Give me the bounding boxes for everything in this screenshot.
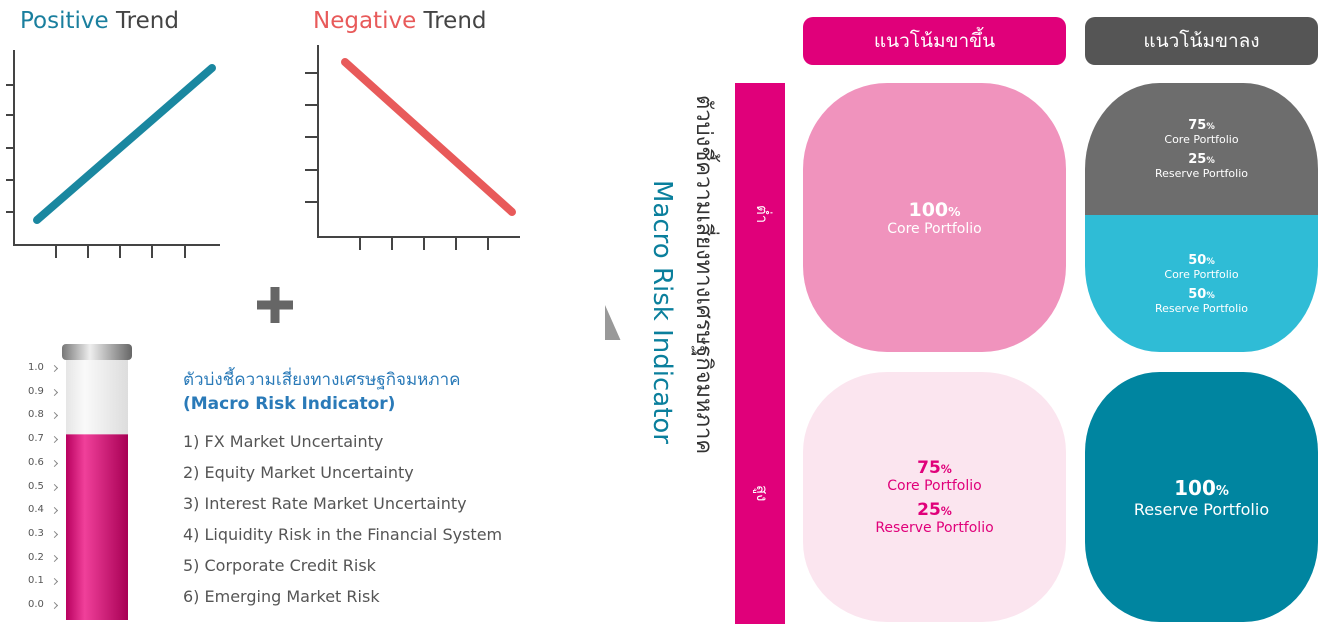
allocation-label: Core Portfolio <box>887 221 981 237</box>
allocation-label: Reserve Portfolio <box>1155 167 1248 180</box>
allocation-label: Reserve Portfolio <box>1155 302 1248 315</box>
percent-unit: % <box>1206 155 1214 165</box>
allocation: 25%Reserve Portfolio <box>1155 152 1248 180</box>
column-header: แนวโน้มขาขึ้น <box>803 17 1066 65</box>
cell-content: 100%Core Portfolio <box>803 83 1066 352</box>
gauge-fill <box>66 434 128 620</box>
percent-number: 75 <box>1188 118 1206 133</box>
percent-number: 100 <box>1174 476 1216 500</box>
list-item: 5) Corporate Credit Risk <box>183 556 376 575</box>
column-header: แนวโน้มขาลง <box>1085 17 1318 65</box>
gauge-tick: 0.3 <box>28 528 64 539</box>
allocation-percent: 100% <box>908 199 960 221</box>
percent-number: 75 <box>917 458 941 478</box>
allocation: 75%Core Portfolio <box>887 458 981 494</box>
gauge-tick: 0.2 <box>28 552 64 563</box>
percent-unit: % <box>941 505 952 518</box>
gauge-tick: 0.9 <box>28 386 64 397</box>
percent-number: 50 <box>1188 253 1206 268</box>
gauge-tick: 0.4 <box>28 504 64 515</box>
gauge-tick: 0.0 <box>28 599 64 610</box>
row-title-en: Macro Risk Indicator <box>647 180 677 444</box>
allocation: 100%Reserve Portfolio <box>1134 476 1269 519</box>
list-item: 2) Equity Market Uncertainty <box>183 463 414 482</box>
percent-unit: % <box>948 205 960 219</box>
allocation-label: Core Portfolio <box>887 478 981 494</box>
percent-unit: % <box>1206 290 1214 300</box>
allocation-percent: 25% <box>917 500 952 520</box>
gauge <box>60 340 136 624</box>
allocation-label: Core Portfolio <box>1164 133 1238 146</box>
gauge-tick: 0.6 <box>28 457 64 468</box>
row-title-thai: ตัวบ่งชี้ความเสี่ยงทางเศรษฐกิจมหภาค <box>686 95 721 454</box>
cell-content: 100%Reserve Portfolio <box>1085 372 1318 622</box>
gauge-tick: 1.0 <box>28 362 64 373</box>
percent-unit: % <box>941 463 952 476</box>
allocation-percent: 50% <box>1188 253 1215 268</box>
percent-unit: % <box>1216 484 1229 499</box>
gauge-tick: 0.1 <box>28 575 64 586</box>
percent-number: 25 <box>917 500 941 520</box>
percent-unit: % <box>1206 121 1214 131</box>
trend-charts <box>0 0 640 340</box>
allocation-label: Reserve Portfolio <box>875 520 993 536</box>
allocation-label: Core Portfolio <box>1164 268 1238 281</box>
allocation-percent: 100% <box>1174 476 1229 500</box>
allocation-percent: 50% <box>1188 287 1215 302</box>
list-item: 6) Emerging Market Risk <box>183 587 380 606</box>
gauge-tick: 0.7 <box>28 433 64 444</box>
allocation-percent: 75% <box>1188 118 1215 133</box>
row-label: ต่ำ <box>750 205 774 223</box>
allocation: 50%Reserve Portfolio <box>1155 287 1248 315</box>
allocation-percent: 75% <box>917 458 952 478</box>
allocation: 25%Reserve Portfolio <box>875 500 993 536</box>
list-item: 4) Liquidity Risk in the Financial Syste… <box>183 525 502 544</box>
infographic: Positive Trend Negative Trend ตัวบ่งชี้ค… <box>0 0 1338 624</box>
list-subtitle: (Macro Risk Indicator) <box>183 394 395 414</box>
allocation: 75%Core Portfolio <box>1164 118 1238 146</box>
allocation-percent: 25% <box>1188 152 1215 167</box>
percent-unit: % <box>1206 256 1214 266</box>
list-item: 1) FX Market Uncertainty <box>183 432 383 451</box>
list-title: ตัวบ่งชี้ความเสี่ยงทางเศรษฐกิจมหภาค <box>183 366 461 393</box>
gauge-tick: 0.8 <box>28 409 64 420</box>
row-label: สูง <box>750 485 774 501</box>
percent-number: 100 <box>908 199 948 221</box>
allocation: 100%Core Portfolio <box>887 199 981 237</box>
gauge-tick: 0.5 <box>28 481 64 492</box>
allocation: 50%Core Portfolio <box>1164 253 1238 281</box>
percent-number: 50 <box>1188 287 1206 302</box>
percent-number: 25 <box>1188 152 1206 167</box>
allocation-label: Reserve Portfolio <box>1134 500 1269 519</box>
row-bar <box>735 83 785 624</box>
list-item: 3) Interest Rate Market Uncertainty <box>183 494 467 513</box>
